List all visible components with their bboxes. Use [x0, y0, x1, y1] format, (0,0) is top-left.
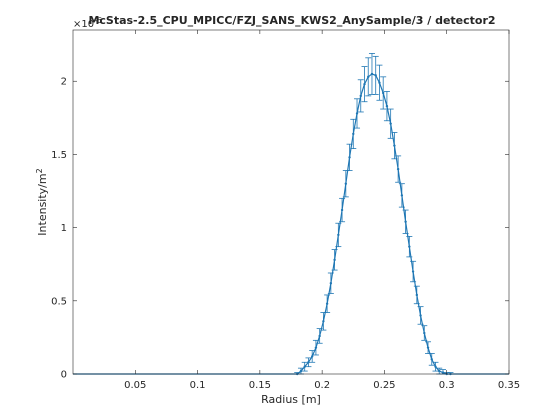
- plot-area: [73, 30, 509, 374]
- x-tick-label: 0.05: [124, 380, 146, 391]
- data-point: [337, 233, 340, 237]
- data-point: [307, 361, 310, 364]
- data-point: [348, 156, 351, 159]
- data-point: [378, 81, 381, 84]
- data-point: [441, 371, 445, 374]
- data-point: [344, 182, 348, 185]
- y-tick-label: 1.5: [51, 150, 67, 161]
- y-axis-label: Intensity/m2: [35, 168, 49, 235]
- x-axis-label: Radius [m]: [261, 393, 321, 406]
- data-point: [359, 94, 362, 98]
- x-tick-label: 0.15: [249, 380, 271, 391]
- data-point: [303, 365, 306, 368]
- axes-box: [72, 29, 510, 375]
- x-tick-label: 0.1: [190, 380, 206, 391]
- y-axis-label-exponent: 2: [35, 168, 44, 173]
- y-ticks: 0 0.5 1 1.5 2: [51, 77, 509, 381]
- x-tick-label: 0.3: [439, 380, 455, 391]
- data-point: [340, 208, 344, 212]
- data-point: [310, 355, 314, 358]
- y-tick-label: 0.5: [51, 296, 67, 307]
- data-point: [370, 72, 374, 76]
- data-point: [393, 144, 396, 147]
- y-multiplier: ×10-6: [73, 16, 102, 30]
- x-tick-label: 0.35: [498, 380, 520, 391]
- data-point: [385, 104, 389, 108]
- data-point: [419, 314, 422, 317]
- data-point: [352, 132, 355, 136]
- y-axis-label-text: Intensity/m: [36, 173, 49, 235]
- data-point: [408, 245, 411, 248]
- data-point: [396, 167, 400, 171]
- chart-title: McStas-2.5_CPU_MPICC/FZJ_SANS_KWS2_AnySa…: [88, 14, 495, 27]
- y-multiplier-exponent: -6: [94, 16, 102, 25]
- data-point: [423, 331, 426, 335]
- x-ticks: 0.05 0.1 0.15 0.2 0.25 0.3 0.35: [124, 30, 520, 391]
- y-tick-label: 1: [61, 223, 67, 234]
- data-point: [426, 346, 430, 349]
- data-point: [430, 358, 433, 361]
- y-tick-label: 2: [61, 77, 67, 88]
- data-point: [318, 334, 321, 338]
- data-point: [404, 220, 407, 223]
- series-line: [73, 73, 509, 375]
- data-point: [411, 270, 415, 273]
- data-point: [438, 369, 441, 373]
- data-point: [329, 282, 333, 285]
- x-tick-label: 0.25: [373, 380, 395, 391]
- data-point: [381, 91, 385, 95]
- data-point: [415, 293, 419, 297]
- y-tick-label: 0: [61, 370, 67, 381]
- data-point: [355, 112, 359, 115]
- x-tick-label: 0.2: [314, 380, 330, 391]
- y-multiplier-base: ×10: [73, 19, 94, 30]
- marks-layer: [73, 53, 509, 376]
- data-point: [333, 258, 336, 262]
- data-point: [322, 320, 325, 323]
- data-point: [367, 75, 370, 79]
- data-point: [400, 194, 404, 197]
- data-point: [389, 122, 392, 125]
- data-point: [314, 346, 318, 349]
- data-point: [363, 82, 366, 86]
- data-point: [299, 369, 303, 373]
- data-point: [434, 365, 437, 368]
- data-point: [325, 302, 329, 305]
- data-point: [374, 74, 377, 77]
